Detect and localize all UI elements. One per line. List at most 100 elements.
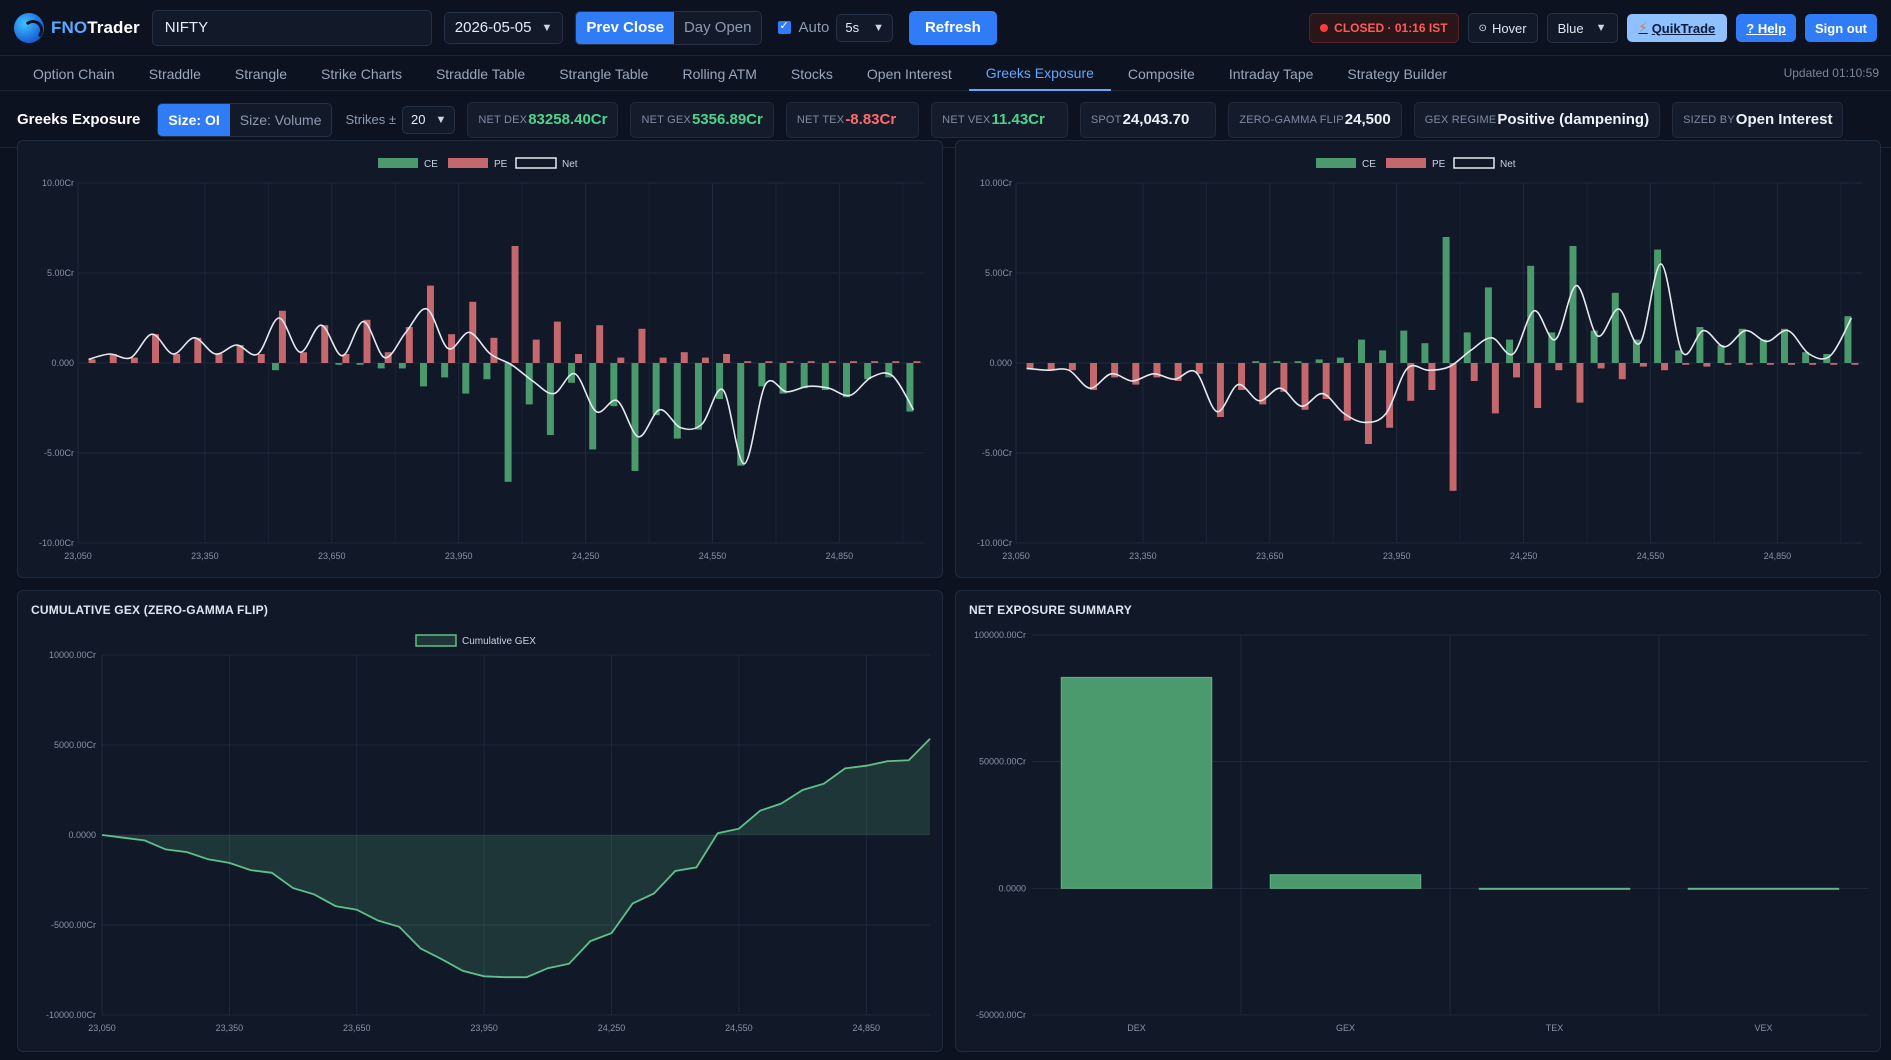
net-dex-chip: NET DEX 83258.40Cr — [467, 101, 619, 138]
tab-straddle-table[interactable]: Straddle Table — [435, 65, 526, 82]
pe-bar — [1174, 363, 1182, 381]
tab-rolling-atm[interactable]: Rolling ATM — [682, 65, 757, 82]
y-tick-label: -10000.00Cr — [46, 1010, 96, 1020]
x-tick-label: 23,350 — [1129, 551, 1157, 561]
pe-bar — [321, 325, 329, 363]
tab-strangle-table[interactable]: Strangle Table — [559, 65, 649, 82]
y-tick-label: 5.00Cr — [985, 268, 1012, 278]
pe-bar — [1787, 363, 1795, 365]
legend-label: PE — [494, 159, 508, 170]
y-tick-label: -10.00Cr — [977, 538, 1012, 548]
ce-bar — [1315, 359, 1323, 363]
x-tick-label: 24,550 — [699, 551, 727, 561]
prev-close-button[interactable]: Prev Close — [576, 11, 674, 44]
baseline-toggle: Prev Close Day Open — [575, 10, 763, 45]
pe-bar — [1491, 363, 1499, 414]
pe-bar — [1132, 363, 1140, 385]
ce-bar — [568, 363, 576, 383]
tab-composite[interactable]: Composite — [1127, 65, 1195, 82]
pe-bar — [1238, 363, 1246, 390]
pe-bar — [130, 357, 138, 363]
ce-bar — [377, 363, 385, 369]
cumulative-gex-chart[interactable]: 10000.00Cr 5000.00Cr 0.0000 -5000.00Cr -1000… — [18, 591, 944, 1053]
tab-strangle[interactable]: Strangle — [234, 65, 288, 82]
x-tick-label: 24,850 — [1764, 551, 1792, 561]
pe-bar — [1639, 363, 1647, 367]
net-line — [88, 308, 915, 465]
section-title: Greeks Exposure — [17, 111, 141, 128]
pe-bar — [1809, 363, 1817, 365]
tab-stocks[interactable]: Stocks — [790, 65, 833, 82]
help-button[interactable]: ? Help — [1736, 14, 1796, 42]
hover-label: Hover — [1491, 20, 1527, 36]
market-status-text: CLOSED · 01:16 IST — [1334, 21, 1448, 35]
x-tick-label: 24,850 — [826, 551, 854, 561]
refresh-button[interactable]: Refresh — [908, 10, 997, 45]
updated-timestamp: Updated 01:10:59 — [1783, 66, 1879, 80]
zero-gamma-flip-chip: ZERO-GAMMA FLIP 24,500 — [1228, 101, 1402, 138]
net-line — [1026, 263, 1853, 424]
ce-bar — [716, 363, 724, 399]
x-tick-label: 23,650 — [343, 1023, 371, 1033]
top-bar: FNOTrader 2026-05-05 ▼ Prev Close Day Op… — [0, 0, 1891, 56]
day-open-button[interactable]: Day Open — [673, 11, 762, 44]
status-dot-icon — [1320, 24, 1329, 32]
net-exposure-chart[interactable]: 100000.00Cr 50000.00Cr 0.0000 -50000.00Cr DE… — [956, 591, 1882, 1053]
pe-bar — [1745, 363, 1753, 365]
dex-chart[interactable]: 10.00Cr 5.00Cr 0.000 -5.00Cr -10.00Cr 23,050 2… — [18, 141, 944, 579]
hover-button[interactable]: ⊙ Hover — [1467, 13, 1538, 43]
main-tabs: Option Chain Straddle Strangle Strike Chart… — [0, 57, 1891, 91]
ce-bar — [1336, 357, 1344, 363]
y-tick-label: 0.000 — [989, 358, 1012, 368]
tab-greeks-exposure[interactable]: Greeks Exposure — [968, 57, 1111, 91]
tab-strategy-builder[interactable]: Strategy Builder — [1347, 65, 1448, 82]
logo[interactable]: FNOTrader — [14, 12, 140, 43]
ce-bar — [652, 363, 660, 416]
signout-button[interactable]: Sign out — [1805, 14, 1877, 42]
cumulative-line — [101, 738, 931, 979]
auto-checkbox[interactable] — [778, 19, 792, 34]
ce-bar — [1802, 352, 1810, 363]
ce-bar — [483, 363, 491, 380]
pe-bar — [215, 354, 223, 363]
x-tick-label: DEX — [1127, 1023, 1146, 1033]
y-tick-label: 100000.00Cr — [974, 630, 1026, 640]
tab-intraday-tape[interactable]: Intraday Tape — [1228, 65, 1314, 82]
ce-bar — [525, 363, 533, 405]
gex-chart[interactable]: 10.00Cr 5.00Cr 0.000 -5.00Cr -10.00Cr 23,050 2… — [956, 141, 1882, 579]
net-tex-label: NET TEX — [796, 113, 845, 126]
net-tex-value: -8.83Cr — [845, 111, 897, 128]
size-volume-button[interactable]: Size: Volume — [229, 103, 332, 136]
pe-bar — [1449, 363, 1457, 491]
x-tick-label: 23,350 — [191, 551, 219, 561]
strikes-select[interactable]: 20 ▼ — [401, 105, 456, 134]
legend-swatch-pe — [1386, 158, 1426, 168]
legend-label: Cumulative GEX — [462, 636, 536, 647]
ce-bar — [1548, 332, 1556, 363]
tab-open-interest[interactable]: Open Interest — [866, 65, 952, 82]
chevron-down-icon: ▼ — [435, 113, 447, 126]
size-oi-button[interactable]: Size: OI — [158, 103, 230, 136]
tab-strike-charts[interactable]: Strike Charts — [321, 65, 402, 82]
tab-option-chain[interactable]: Option Chain — [33, 65, 115, 82]
legend-label: CE — [424, 159, 438, 170]
pe-bar — [1682, 363, 1690, 365]
chevron-down-icon: ▼ — [873, 21, 884, 34]
pe-bar — [786, 361, 794, 363]
pe-bar — [1407, 363, 1415, 401]
pe-bar — [849, 361, 857, 363]
pe-bar — [469, 301, 477, 363]
tab-straddle[interactable]: Straddle — [148, 65, 201, 82]
pe-bar — [1597, 363, 1605, 369]
regime-label: GEX REGIME — [1424, 113, 1497, 126]
ce-bar — [398, 363, 406, 369]
interval-select[interactable]: 5s ▼ — [836, 13, 893, 42]
symbol-input[interactable] — [151, 9, 432, 46]
ce-bar — [1379, 350, 1387, 363]
theme-select[interactable]: Blue ▼ — [1546, 13, 1618, 43]
expiry-select[interactable]: 2026-05-05 ▼ — [443, 11, 564, 44]
quiktrade-button[interactable]: ⚡ QuikTrade — [1626, 14, 1728, 42]
ce-bar — [1484, 287, 1492, 363]
pe-bar — [236, 345, 244, 363]
zgf-value: 24,500 — [1344, 111, 1391, 128]
